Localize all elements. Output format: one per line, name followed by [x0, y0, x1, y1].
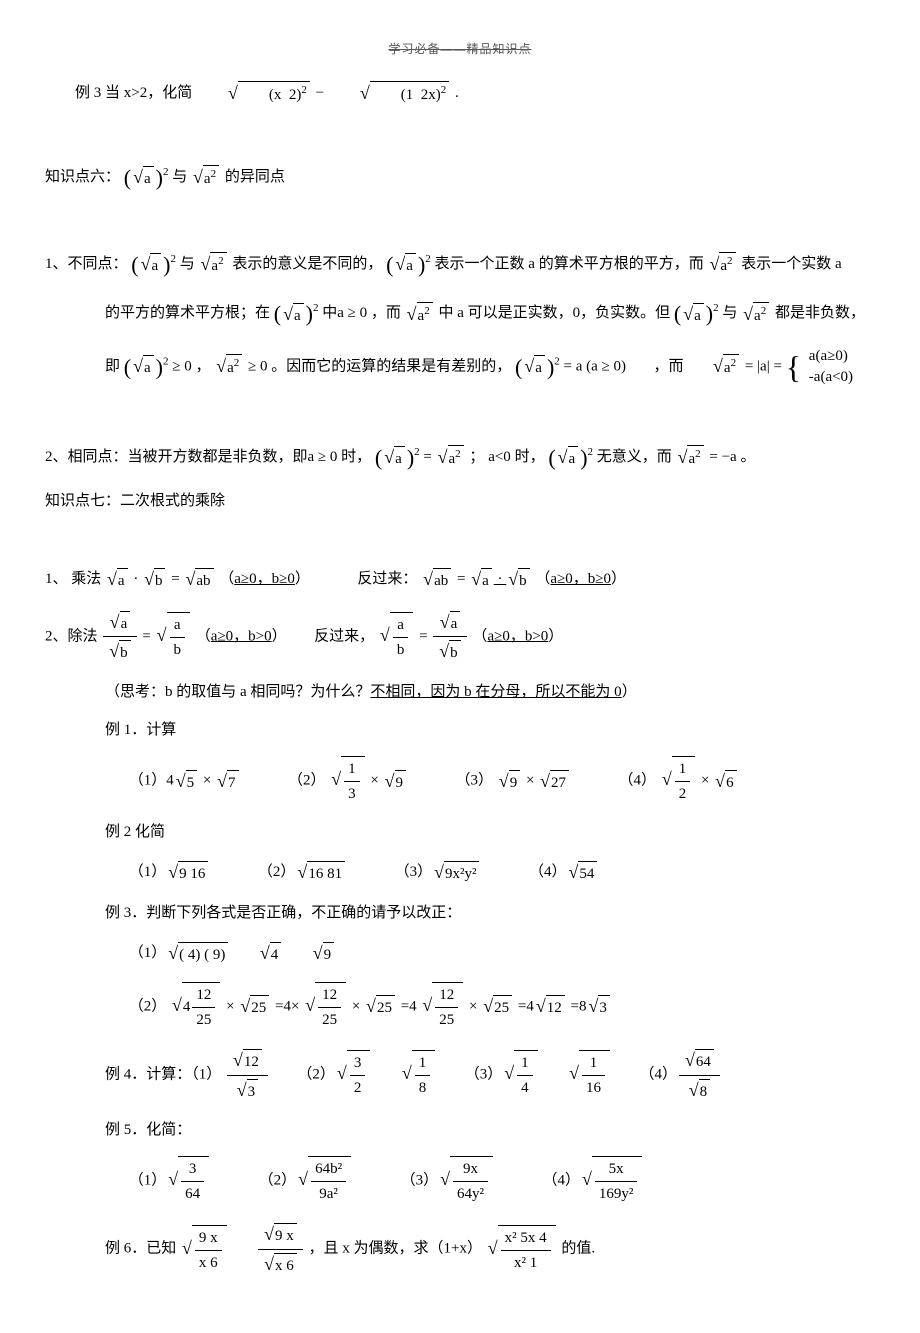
- sqrt-icon: 41225: [172, 982, 220, 1032]
- section-7-title: 知识点七：二次根式的乘除: [45, 489, 875, 513]
- k6-label: 知识点六：: [45, 169, 120, 185]
- k6-point-2: 2、相同点：当被开方数都是非负数，即a ≥ 0 时， (a)2 = a2 ； a…: [45, 440, 875, 475]
- example-1-title: 例 1．计算: [45, 718, 875, 742]
- piecewise: a(a≥0) -a(a<0): [809, 346, 853, 388]
- radicand-2: (1 2x): [401, 87, 441, 103]
- example-3-item-1: （1）( 4) ( 9) 4 9: [45, 939, 875, 968]
- example-5-items: （1）364 （2）64b²9a² （3）9x64y² （4）5x169y²: [45, 1156, 875, 1206]
- page-header: 学习必备——精品知识点: [45, 40, 875, 59]
- ex3-text: 例 3 当 x>2，化简: [75, 85, 192, 101]
- sqrt-icon: (1 2x)2: [330, 79, 449, 108]
- radicand-1: (x 2): [269, 87, 302, 103]
- text-with: 与: [172, 169, 187, 185]
- example-5-title: 例 5．化简：: [45, 1118, 875, 1142]
- k6-point-1c: 即 (a)2 ≥ 0 ， a2 ≥ 0 。因而它的运算的结果是有差别的， (a)…: [45, 346, 875, 388]
- k6-tail: 的异同点: [225, 169, 285, 185]
- k6-point-1b: 的平方的算术平方根；在 (a)2 中a ≥ 0 ，而 a2 中 a 可以是正实数…: [45, 296, 875, 331]
- example-3-item-2: （2） 41225 × 25 =4× 1225 × 25 =4 1225 × 2…: [45, 982, 875, 1032]
- brace-icon: {: [786, 351, 801, 383]
- example-4: 例 4．计算：（1） 123 （2）32 18 （3）14 116 （4）648: [45, 1046, 875, 1105]
- sqrt-icon: (x 2)2: [198, 79, 310, 108]
- sqrt-a2: a2: [193, 163, 219, 192]
- multiplication-rule: 1、 乘法 a · b = ab （a≥0，b≥0） 反过来： ab = a ·…: [45, 565, 875, 594]
- k6-1-head: 1、不同点：: [45, 256, 128, 272]
- k6-point-1: 1、不同点： (a)2 与 a2 表示的意义是不同的， (a)2 表示一个正数 …: [45, 247, 875, 282]
- section-6-title: 知识点六： (a)2 与 a2 的异同点: [45, 160, 875, 195]
- example-3-title: 例 3．判断下列各式是否正确，不正确的请予以改正：: [45, 901, 875, 925]
- example-3: 例 3 当 x>2，化简 (x 2)2 − (1 2x)2 .: [45, 79, 875, 108]
- example-2-items: （1）9 16 （2）16 81 （3）9x²y² （4）54: [45, 858, 875, 887]
- sqrt-a: a: [133, 163, 154, 192]
- thinking-note: （思考：b 的取值与 a 相同吗？为什么？不相同，因为 b 在分母，所以不能为 …: [45, 680, 875, 704]
- example-1-items: （1）45 × 7 （2） 13 × 9 （3） 9 × 27 （4） 12 ×…: [45, 756, 875, 806]
- example-6: 例 6．已知 9 xx 6 9 xx 6 ，且 x 为偶数，求（1+x） x² …: [45, 1220, 875, 1279]
- division-rule: 2、除法 ab = ab （a≥0，b>0） 反过来， ab = ab （a≥0…: [45, 608, 875, 667]
- example-2-title: 例 2 化简: [45, 820, 875, 844]
- period: .: [455, 85, 459, 101]
